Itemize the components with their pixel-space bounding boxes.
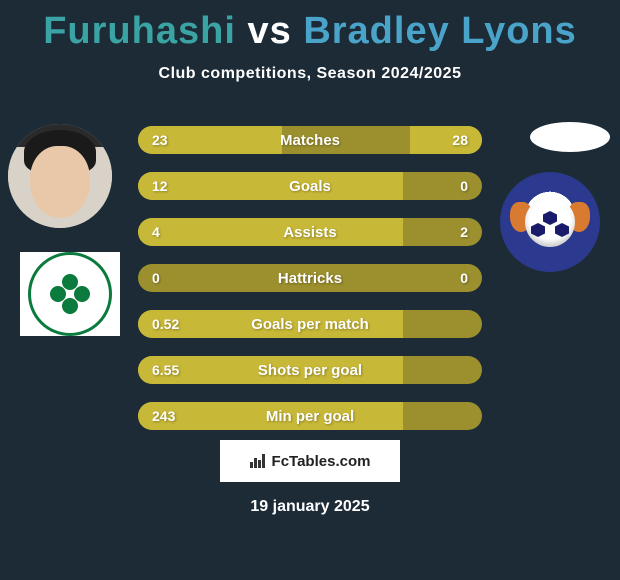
stat-label: Goals per match (138, 310, 482, 338)
player1-face-placeholder (8, 124, 112, 228)
vs-text: vs (247, 10, 291, 52)
player2-name: Bradley Lyons (303, 10, 576, 52)
stat-value-left: 23 (152, 126, 168, 154)
stat-row: Goals per match0.52 (138, 310, 482, 338)
stat-label: Assists (138, 218, 482, 246)
branding-label: FcTables.com (272, 453, 371, 470)
stat-value-right: 28 (452, 126, 468, 154)
stats-bars: Matches2328Goals120Assists42Hattricks00G… (138, 126, 482, 448)
stat-value-right: 2 (460, 218, 468, 246)
stat-value-left: 12 (152, 172, 168, 200)
stat-label: Hattricks (138, 264, 482, 292)
stat-value-left: 4 (152, 218, 160, 246)
chart-icon (250, 454, 266, 468)
stat-row: Matches23 28 (138, 126, 482, 154)
player1-name: Furuhashi (43, 10, 236, 52)
stat-value-left: 0.52 (152, 310, 179, 338)
stat-row: Goals12 0 (138, 172, 482, 200)
stat-row: Assists4 2 (138, 218, 482, 246)
subtitle: Club competitions, Season 2024/2025 (0, 65, 620, 83)
stat-row: Hattricks0 0 (138, 264, 482, 292)
stat-value-right: 0 (460, 264, 468, 292)
stat-row: Min per goal243 (138, 402, 482, 430)
player1-club-badge (20, 252, 120, 352)
stat-label: Matches (138, 126, 482, 154)
player1-avatar (8, 124, 112, 228)
player2-club-badge (500, 172, 600, 272)
player2-avatar (530, 122, 610, 152)
stat-label: Shots per goal (138, 356, 482, 384)
date-label: 19 january 2025 (0, 498, 620, 516)
stat-row: Shots per goal6.55 (138, 356, 482, 384)
stat-label: Goals (138, 172, 482, 200)
comparison-title: Furuhashi vs Bradley Lyons (0, 0, 620, 53)
stat-value-left: 6.55 (152, 356, 179, 384)
stat-value-right: 0 (460, 172, 468, 200)
stat-value-left: 0 (152, 264, 160, 292)
stat-label: Min per goal (138, 402, 482, 430)
branding-box: FcTables.com (220, 440, 400, 482)
stat-value-left: 243 (152, 402, 175, 430)
